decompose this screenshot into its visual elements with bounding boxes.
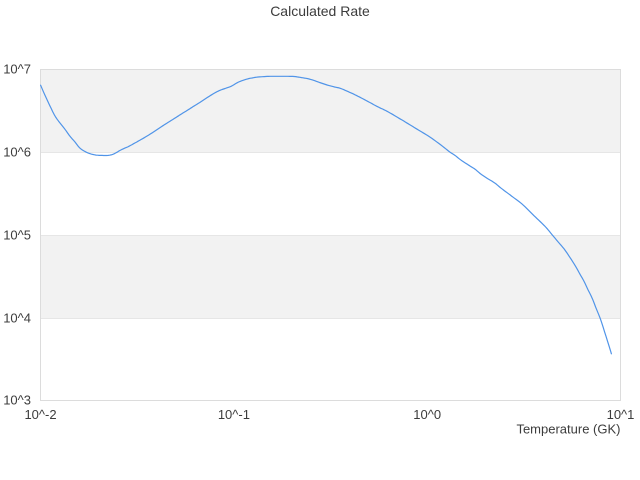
svg-text:Temperature (GK): Temperature (GK) — [516, 422, 620, 437]
svg-text:10^0: 10^0 — [413, 407, 441, 422]
svg-text:10^-2: 10^-2 — [24, 407, 56, 422]
svg-text:10^1: 10^1 — [607, 407, 635, 422]
svg-text:Calculated Rate: Calculated Rate — [270, 3, 370, 19]
svg-text:10^-1: 10^-1 — [218, 407, 250, 422]
svg-text:10^7: 10^7 — [3, 62, 31, 77]
svg-text:10^5: 10^5 — [3, 228, 31, 243]
svg-text:10^4: 10^4 — [3, 311, 31, 326]
svg-text:10^3: 10^3 — [3, 393, 31, 408]
svg-text:10^6: 10^6 — [3, 145, 31, 160]
